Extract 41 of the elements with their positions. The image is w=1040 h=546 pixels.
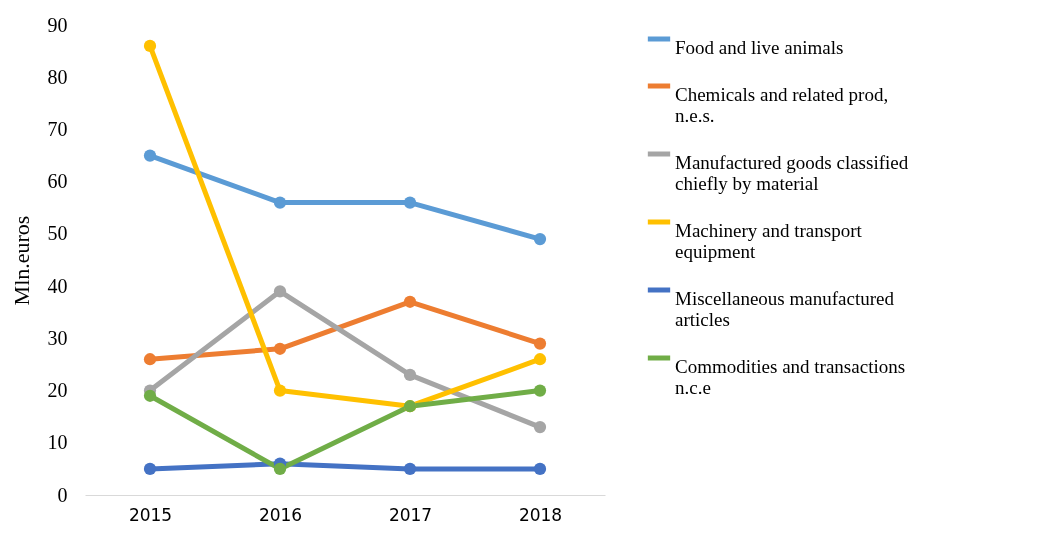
x-tick-label: 2018 xyxy=(518,504,563,525)
y-tick-label: 10 xyxy=(47,431,68,454)
point xyxy=(143,353,157,366)
y-tick-label: 20 xyxy=(47,379,68,402)
legend-label: Manufactured goods classified chiefly by material xyxy=(675,152,909,194)
point xyxy=(403,368,417,381)
point xyxy=(143,39,157,52)
point xyxy=(533,233,547,246)
point xyxy=(273,285,287,298)
point xyxy=(403,196,417,209)
point xyxy=(143,149,157,162)
legend-label: Commodities and transactions n.c.e xyxy=(675,356,906,398)
point xyxy=(273,196,287,209)
y-tick-label: 60 xyxy=(47,170,68,193)
y-tick-label: 50 xyxy=(47,222,68,245)
legend-label: Chemicals and related prod, n.e.s. xyxy=(675,84,889,126)
point xyxy=(533,353,547,366)
legend-label: Food and live animals xyxy=(675,37,844,58)
y-tick-label: 30 xyxy=(47,326,68,349)
legend-label: Machinery and transport equipment xyxy=(675,220,863,262)
point xyxy=(143,462,157,475)
point xyxy=(533,384,547,397)
x-tick-label: 2015 xyxy=(128,504,173,525)
y-tick-label: 90 xyxy=(47,13,68,36)
point xyxy=(403,295,417,308)
y-tick-label: 40 xyxy=(47,274,68,297)
point xyxy=(533,421,547,434)
point xyxy=(273,384,287,397)
legend-label: Miscellaneous manufactured articles xyxy=(675,288,895,330)
y-axis-title: Mln.euros xyxy=(8,215,34,306)
point xyxy=(403,462,417,475)
x-tick-label: 2017 xyxy=(388,504,433,525)
x-tick-label: 2016 xyxy=(258,504,303,525)
y-tick-label: 0 xyxy=(57,483,68,506)
point xyxy=(273,462,287,475)
point xyxy=(533,462,547,475)
point xyxy=(143,389,157,402)
y-tick-label: 80 xyxy=(47,65,68,88)
point xyxy=(273,342,287,355)
point xyxy=(533,337,547,350)
y-tick-label: 70 xyxy=(47,117,68,140)
